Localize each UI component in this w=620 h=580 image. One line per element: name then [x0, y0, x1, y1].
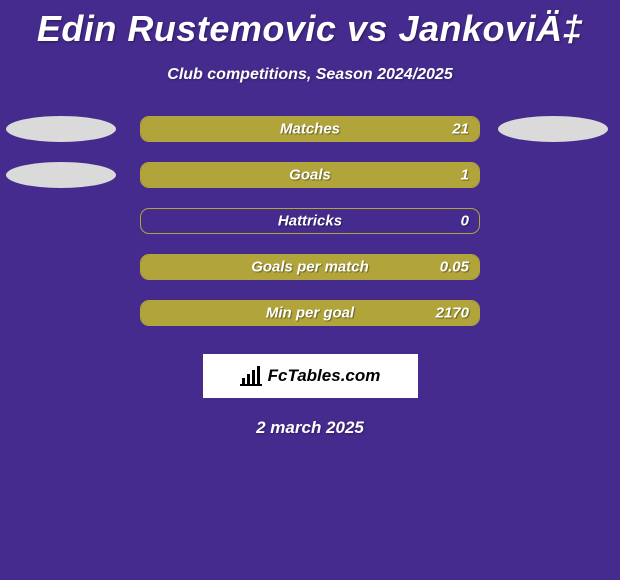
left-pill — [6, 116, 116, 142]
right-pill — [498, 162, 608, 188]
bar-value: 1 — [461, 167, 469, 184]
stat-rows: Matches21 Goals1 Hattricks0 Goals per match… — [0, 116, 620, 326]
bar-track: Goals1 — [140, 162, 480, 188]
bar-track: Min per goal2170 — [140, 300, 480, 326]
bar-label: Goals per match — [141, 259, 479, 276]
stat-row: Goals per match0.05 — [0, 254, 620, 280]
stat-row: Goals1 — [0, 162, 620, 188]
bar-value: 2170 — [436, 305, 469, 322]
stat-row: Hattricks0 — [0, 208, 620, 234]
comparison-widget: Edin Rustemovic vs JankoviÄ‡ Club compet… — [0, 0, 620, 438]
stat-row: Matches21 — [0, 116, 620, 142]
right-pill — [498, 116, 608, 142]
bar-value: 21 — [452, 121, 469, 138]
stat-row: Min per goal2170 — [0, 300, 620, 326]
page-title: Edin Rustemovic vs JankoviÄ‡ — [37, 8, 583, 50]
logo-box[interactable]: FcTables.com — [203, 354, 418, 398]
bar-label: Matches — [141, 121, 479, 138]
bar-label: Hattricks — [141, 213, 479, 230]
bar-value: 0 — [461, 213, 469, 230]
bar-label: Min per goal — [141, 305, 479, 322]
logo-text: FcTables.com — [268, 366, 381, 386]
left-pill — [6, 162, 116, 188]
bar-label: Goals — [141, 167, 479, 184]
bar-track: Goals per match0.05 — [140, 254, 480, 280]
barchart-icon — [240, 366, 262, 386]
bar-track: Matches21 — [140, 116, 480, 142]
date-label: 2 march 2025 — [256, 418, 364, 438]
bar-value: 0.05 — [440, 259, 469, 276]
subtitle: Club competitions, Season 2024/2025 — [167, 66, 452, 84]
bar-track: Hattricks0 — [140, 208, 480, 234]
